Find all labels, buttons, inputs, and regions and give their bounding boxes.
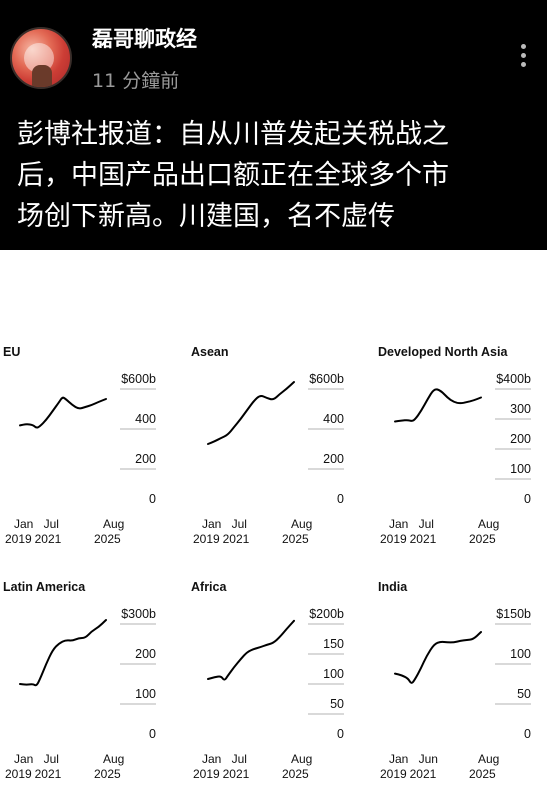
chart-panel: Developed North Asia $400b 300 200 100 0 Jan 20… <box>378 345 547 570</box>
x-tick-label: Jan 2019 <box>193 752 222 781</box>
x-tick-label: Aug 2025 <box>469 517 500 546</box>
avatar[interactable] <box>10 27 72 89</box>
series-line <box>19 619 107 687</box>
x-tick-label: Aug 2025 <box>94 517 125 546</box>
x-tick-label: Jan 2019 <box>380 752 409 781</box>
more-options-icon[interactable] <box>515 44 531 74</box>
x-tick-label: Jul 2021 <box>34 752 62 781</box>
y-tick-label: $300b <box>121 607 156 621</box>
chart-title: Asean <box>191 345 229 359</box>
author-name[interactable]: 磊哥聊政经 <box>92 27 197 51</box>
x-tick-label: Jan 2019 <box>5 517 34 546</box>
y-tick-label: $600b <box>121 372 156 386</box>
series-line <box>19 396 107 429</box>
x-tick-label: Jul 2021 <box>222 752 250 781</box>
chart-title: Developed North Asia <box>378 345 508 359</box>
series-line <box>394 388 482 423</box>
x-tick-label: Aug 2025 <box>282 752 313 781</box>
chart-panel: EU $600b 400 200 0 Jan 2019 Jul 2021 Aug 2025 <box>3 345 178 570</box>
series-line <box>207 381 295 445</box>
chart-title: Latin America <box>3 580 86 594</box>
y-tick-label: 100 <box>510 462 531 476</box>
avatar-figure <box>32 65 52 87</box>
y-tick-label: $400b <box>496 372 531 386</box>
y-tick-label: 0 <box>524 492 531 506</box>
chart-svg <box>207 381 344 470</box>
post-text-line: 后，中国产品出口额正在全球多个市 <box>17 160 449 191</box>
y-tick-label: 200 <box>135 452 156 466</box>
x-tick-label: Jan 2019 <box>380 517 409 546</box>
x-tick-label: Aug 2025 <box>469 752 500 781</box>
y-tick-label: 0 <box>524 727 531 741</box>
y-tick-label: 400 <box>135 412 156 426</box>
series-line <box>394 631 482 684</box>
y-tick-label: 0 <box>337 492 344 506</box>
x-tick-label: Jan 2019 <box>5 752 34 781</box>
y-tick-label: 100 <box>135 687 156 701</box>
chart-svg <box>19 619 156 705</box>
y-tick-label: 0 <box>149 492 156 506</box>
post-text-line: 彭博社报道：自从川普发起关税战之 <box>17 119 449 150</box>
y-tick-label: 400 <box>323 412 344 426</box>
y-tick-label: $150b <box>496 607 531 621</box>
series-line <box>207 619 295 681</box>
post-text-line: 场创下新高。川建国，名不虚传 <box>17 201 395 232</box>
y-tick-label: 200 <box>510 432 531 446</box>
chart-title: India <box>378 580 408 594</box>
y-tick-label: 0 <box>337 727 344 741</box>
chart-panel: Latin America $300b 200 100 0 Jan 2019 Jul 2021 A… <box>3 580 178 800</box>
x-tick-label: Jun 2021 <box>409 752 438 781</box>
chart-svg <box>207 619 344 715</box>
x-tick-label: Jul 2021 <box>409 517 437 546</box>
chart-svg <box>394 388 531 480</box>
y-tick-label: 0 <box>149 727 156 741</box>
y-tick-label: 100 <box>510 647 531 661</box>
chart-panel: Africa $200b 150 100 50 0 Jan 2019 Jul 2021 Aug 202… <box>191 580 366 800</box>
chart-title: EU <box>3 345 21 359</box>
post-image[interactable]: EU $600b 400 200 0 Jan 2019 Jul 2021 Aug 2025 Asean… <box>0 250 547 800</box>
chart-panel: India $150b 100 50 0 Jan 2019 Jun 2021 Aug 2025 <box>378 580 547 800</box>
x-tick-label: Jul 2021 <box>222 517 250 546</box>
y-tick-label: 50 <box>330 697 344 711</box>
post-header: 磊哥聊政经 11 分鐘前 彭博社报道：自从川普发起关税战之 后，中国产品出口额正… <box>0 0 547 250</box>
chart-svg <box>19 388 156 470</box>
x-tick-label: Aug 2025 <box>94 752 125 781</box>
post-text: 彭博社报道：自从川普发起关税战之 后，中国产品出口额正在全球多个市 场创下新高。… <box>17 114 537 237</box>
chart-title: Africa <box>191 580 227 594</box>
y-tick-label: 100 <box>323 667 344 681</box>
y-tick-label: 200 <box>323 452 344 466</box>
y-tick-label: 300 <box>510 402 531 416</box>
x-tick-label: Jul 2021 <box>34 517 62 546</box>
x-tick-label: Aug 2025 <box>282 517 313 546</box>
y-tick-label: 150 <box>323 637 344 651</box>
y-tick-label: $600b <box>309 372 344 386</box>
y-tick-label: 200 <box>135 647 156 661</box>
chart-panel: Asean $600b 400 200 0 Jan 2019 Jul 2021 Aug 2025 <box>191 345 366 570</box>
chart-svg <box>394 623 531 705</box>
post-timestamp: 11 分鐘前 <box>92 70 180 92</box>
y-tick-label: $200b <box>309 607 344 621</box>
y-tick-label: 50 <box>517 687 531 701</box>
x-tick-label: Jan 2019 <box>193 517 222 546</box>
